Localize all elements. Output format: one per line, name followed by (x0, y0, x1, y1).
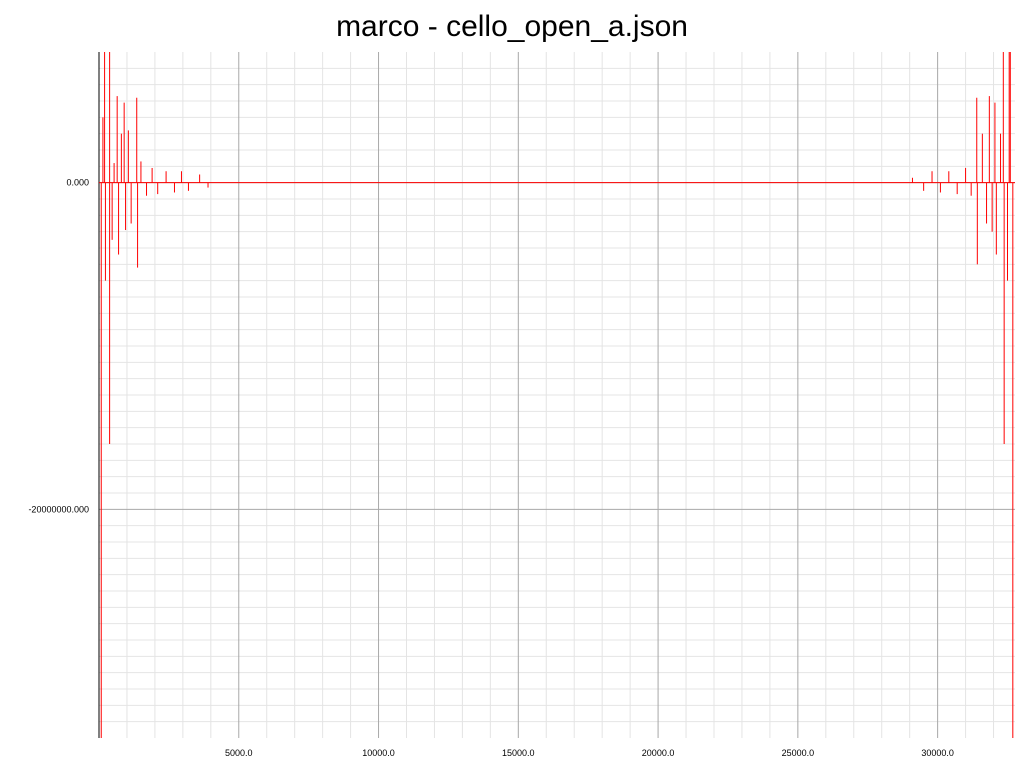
x-tick-label: 30000.0 (921, 748, 954, 758)
y-tick-label: -20000000.000 (28, 504, 89, 514)
minor-grid (99, 52, 1015, 738)
y-tick-label: 0.000 (66, 178, 89, 188)
x-tick-label: 15000.0 (502, 748, 535, 758)
chart-title: marco - cello_open_a.json (336, 10, 688, 43)
series-layer (99, 52, 1015, 738)
x-tick-label: 25000.0 (782, 748, 815, 758)
x-tick-label: 20000.0 (642, 748, 675, 758)
x-tick-label: 5000.0 (225, 748, 253, 758)
tick-labels: 5000.0 10000.0 15000.0 20000.0 25000.0 30000.… (28, 178, 953, 758)
x-tick-label: 10000.0 (362, 748, 395, 758)
